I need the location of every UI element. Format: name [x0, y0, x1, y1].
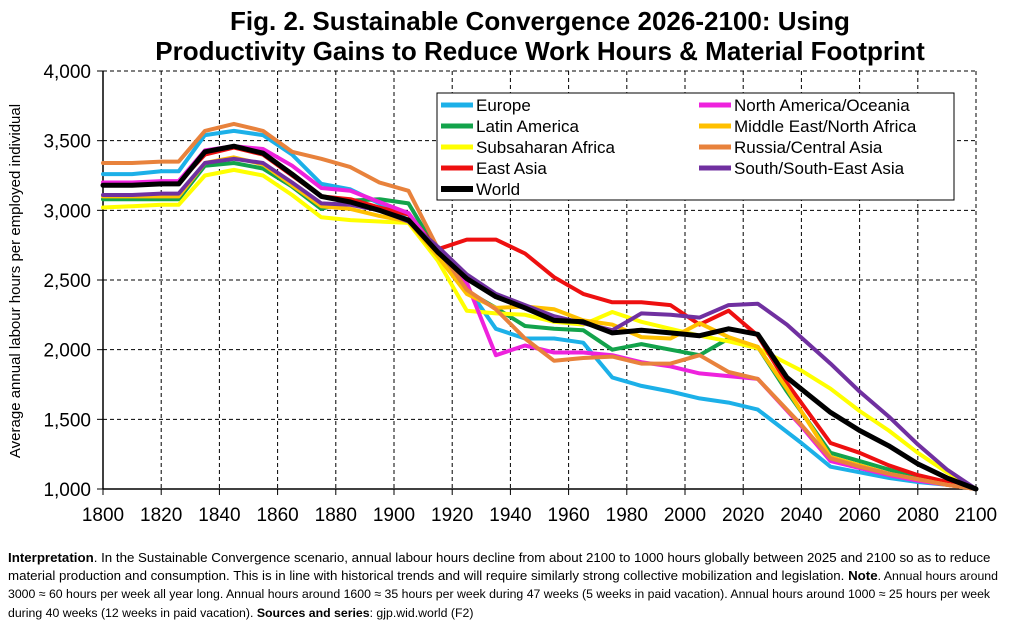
x-tick-label: 1940: [489, 505, 531, 526]
x-tick-label: 1800: [82, 505, 124, 526]
y-tick-label: 4,000: [43, 62, 91, 83]
x-tick-label: 2080: [897, 505, 939, 526]
interpretation-note: Interpretation. In the Sustainable Conve…: [8, 549, 1018, 622]
series-line-latin-america: [101, 161, 978, 491]
legend-label-russia-central-asia: Russia/Central Asia: [734, 138, 883, 157]
interpretation-label: Interpretation: [8, 550, 94, 565]
legend-label-north-america-oceania: North America/Oceania: [734, 96, 910, 115]
y-tick-label: 3,500: [43, 132, 91, 153]
legend-label-latin-america: Latin America: [476, 117, 580, 136]
x-tick-label: 2020: [722, 505, 764, 526]
x-tick-label: 2060: [838, 505, 880, 526]
legend-label-east-asia: East Asia: [476, 159, 547, 178]
chart-title: Fig. 2. Sustainable Convergence 2026-210…: [100, 6, 980, 66]
x-tick-label: 2100: [955, 505, 997, 526]
x-tick-label: 2040: [780, 505, 822, 526]
x-tick-label: 1840: [198, 505, 240, 526]
series-line-world: [100, 143, 979, 492]
series-lines: [100, 121, 979, 492]
y-tick-label: 2,000: [43, 341, 91, 362]
legend-label-subsaharan-africa: Subsaharan Africa: [476, 138, 615, 157]
y-tick-label: 3,000: [43, 201, 91, 222]
series-line-south-south-east-asia: [101, 156, 978, 491]
tick-labels: 1800 1820 1840 1860 1880 1900 1920 1940 1960 1980…: [43, 62, 997, 526]
y-tick-label: 1,500: [43, 410, 91, 431]
legend: Europe Latin America Subsaharan Africa East…: [436, 92, 955, 201]
x-tick-label: 2000: [664, 505, 706, 526]
interpretation-text: . In the Sustainable Convergence scenari…: [8, 550, 991, 583]
line-chart: 1800 1820 1840 1860 1880 1900 1920 1940 1960 1980…: [7, 62, 997, 526]
x-tick-label: 1960: [547, 505, 589, 526]
note-label: Note: [848, 567, 878, 583]
x-tick-label: 1980: [606, 505, 648, 526]
series-line-middle-east-north-africa: [101, 155, 978, 491]
legend-label-europe: Europe: [476, 96, 531, 115]
legend-label-world: World: [476, 180, 520, 199]
legend-label-south-south-east-asia: South/South-East Asia: [734, 159, 905, 178]
x-tick-label: 1820: [140, 505, 182, 526]
x-tick-label: 1860: [256, 505, 298, 526]
note-text: . Annual hours around 3000 ≈ 60 hours pe…: [8, 568, 998, 620]
sources-label: Sources and series: [256, 605, 370, 620]
sources-text: : gjp.wid.world (F2): [369, 605, 474, 620]
y-tick-label: 2,500: [43, 271, 91, 292]
chart-title-line-2: Productivity Gains to Reduce Work Hours …: [155, 36, 925, 66]
legend-box: [436, 92, 955, 201]
x-tick-label: 1880: [315, 505, 357, 526]
series-line-russia-central-asia: [101, 121, 978, 491]
y-axis-title: Average annual labour hours per employed…: [7, 104, 24, 458]
series-line-subsaharan-africa: [101, 167, 978, 491]
y-tick-label: 1,000: [43, 480, 91, 501]
axes: [97, 70, 977, 495]
chart-title-line-1: Fig. 2. Sustainable Convergence 2026-210…: [230, 6, 850, 36]
x-tick-label: 1900: [373, 505, 415, 526]
x-tick-label: 1920: [431, 505, 473, 526]
legend-label-middle-east-north-africa: Middle East/North Africa: [734, 117, 917, 136]
